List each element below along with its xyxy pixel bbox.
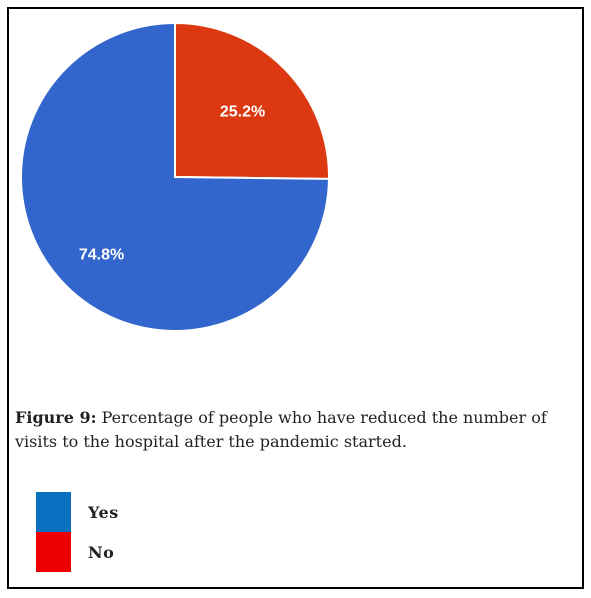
legend-label-yes: Yes: [88, 502, 119, 522]
figure-caption: Figure 9: Percentage of people who have …: [15, 406, 575, 454]
legend-label-no: No: [88, 542, 115, 562]
pie-label-no: 25.2%: [220, 103, 265, 120]
figure-frame: 25.2% 74.8% Figure 9: Percentage of peopl…: [7, 7, 584, 589]
caption-text: Percentage of people who have reduced th…: [15, 408, 547, 451]
legend-swatch-no: [36, 532, 71, 572]
pie-slice-yes: [20, 21, 331, 332]
pie-chart: 25.2% 74.8%: [20, 21, 331, 332]
legend-item-no: No: [36, 532, 119, 572]
legend-swatch-yes: [36, 492, 71, 532]
legend-item-yes: Yes: [36, 492, 119, 532]
legend: Yes No: [36, 492, 119, 572]
caption-label: Figure 9:: [15, 408, 97, 427]
pie-label-yes: 74.8%: [79, 247, 124, 264]
pie-slice-no: [174, 21, 330, 180]
